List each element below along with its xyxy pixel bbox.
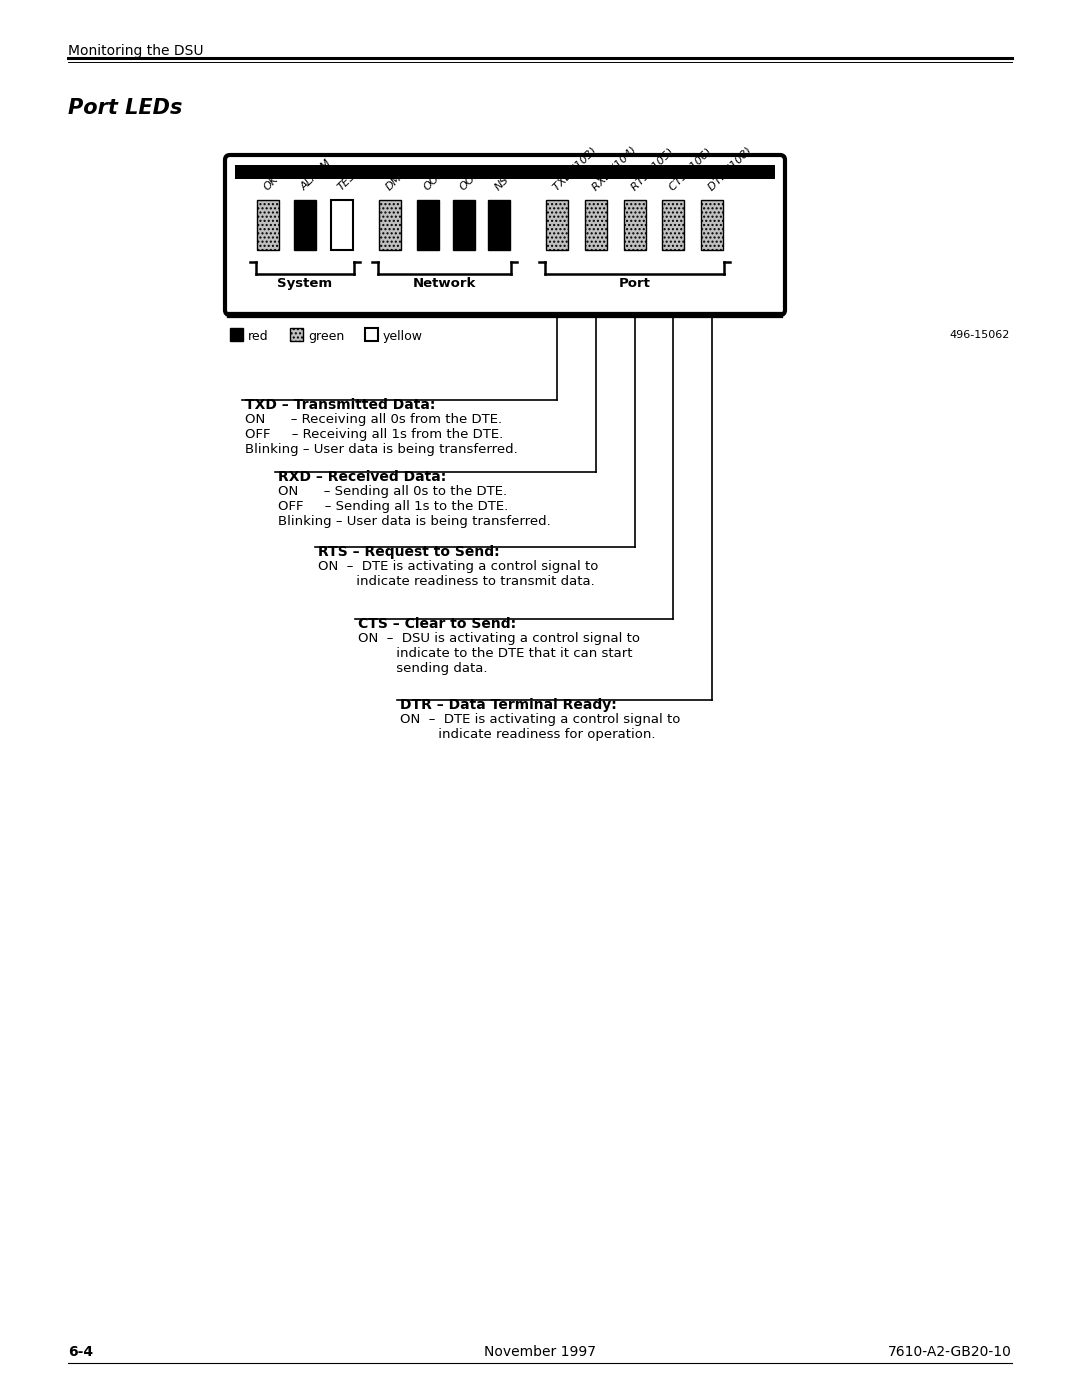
Bar [585, 200, 607, 250]
Text: RTS (105): RTS (105) [629, 145, 675, 191]
Text: indicate to the DTE that it can start: indicate to the DTE that it can start [357, 647, 633, 659]
Text: ON  –  DSU is activating a control signal to: ON – DSU is activating a control signal … [357, 631, 640, 645]
Bar [291, 328, 303, 341]
Text: OK: OK [262, 173, 281, 191]
Text: TEST: TEST [336, 165, 363, 191]
Text: DM: DM [383, 172, 404, 191]
Text: 496-15062: 496-15062 [949, 330, 1010, 339]
Bar [624, 200, 646, 250]
Text: ON  –  DTE is activating a control signal to: ON – DTE is activating a control signal … [318, 560, 598, 573]
Text: ON      – Receiving all 0s from the DTE.: ON – Receiving all 0s from the DTE. [245, 414, 502, 426]
Text: Network: Network [413, 277, 476, 291]
Text: DTR – Data Terminal Ready:: DTR – Data Terminal Ready: [400, 698, 617, 712]
Text: 6-4: 6-4 [68, 1345, 93, 1359]
Text: November 1997: November 1997 [484, 1345, 596, 1359]
Text: TXD (103): TXD (103) [551, 145, 598, 191]
Text: ON  –  DTE is activating a control signal to: ON – DTE is activating a control signal … [400, 712, 680, 726]
Text: CTS (106): CTS (106) [667, 145, 713, 191]
Bar [365, 328, 378, 341]
Bar [488, 200, 510, 250]
Text: indicate readiness for operation.: indicate readiness for operation. [400, 728, 656, 740]
Bar [330, 200, 353, 250]
Text: ON      – Sending all 0s to the DTE.: ON – Sending all 0s to the DTE. [278, 485, 508, 497]
Text: ALARM: ALARM [299, 158, 334, 191]
Bar [662, 200, 684, 250]
Text: red: red [248, 330, 269, 344]
Text: sending data.: sending data. [357, 662, 487, 675]
Bar [417, 200, 438, 250]
Bar [701, 200, 723, 250]
Bar [453, 200, 475, 250]
Text: Blinking – User data is being transferred.: Blinking – User data is being transferre… [278, 515, 551, 528]
Text: OFF     – Receiving all 1s from the DTE.: OFF – Receiving all 1s from the DTE. [245, 427, 503, 441]
Text: RXD – Received Data:: RXD – Received Data: [278, 469, 446, 483]
Text: yellow: yellow [383, 330, 423, 344]
Text: OOS: OOS [422, 168, 446, 191]
Text: 7610-A2-GB20-10: 7610-A2-GB20-10 [888, 1345, 1012, 1359]
Bar [379, 200, 401, 250]
Text: System: System [278, 277, 333, 291]
Text: TXD – Transmitted Data:: TXD – Transmitted Data: [245, 398, 435, 412]
Bar [230, 328, 243, 341]
Text: DTR (108): DTR (108) [706, 145, 753, 191]
Text: Blinking – User data is being transferred.: Blinking – User data is being transferre… [245, 443, 517, 455]
Text: RTS – Request to Send:: RTS – Request to Send: [318, 545, 500, 559]
Bar [257, 200, 279, 250]
Text: indicate readiness to transmit data.: indicate readiness to transmit data. [318, 576, 595, 588]
Text: Monitoring the DSU: Monitoring the DSU [68, 43, 203, 59]
Bar [546, 200, 568, 250]
Text: Port LEDs: Port LEDs [68, 98, 183, 117]
Text: Port: Port [619, 277, 650, 291]
Text: OOF: OOF [458, 168, 482, 191]
FancyBboxPatch shape [225, 155, 785, 314]
Text: NS: NS [492, 175, 511, 191]
Text: green: green [308, 330, 345, 344]
Text: RXD (104): RXD (104) [590, 144, 638, 191]
Text: CTS – Clear to Send:: CTS – Clear to Send: [357, 617, 516, 631]
Bar [235, 165, 775, 179]
Bar [294, 200, 316, 250]
Text: OFF     – Sending all 1s to the DTE.: OFF – Sending all 1s to the DTE. [278, 500, 509, 513]
